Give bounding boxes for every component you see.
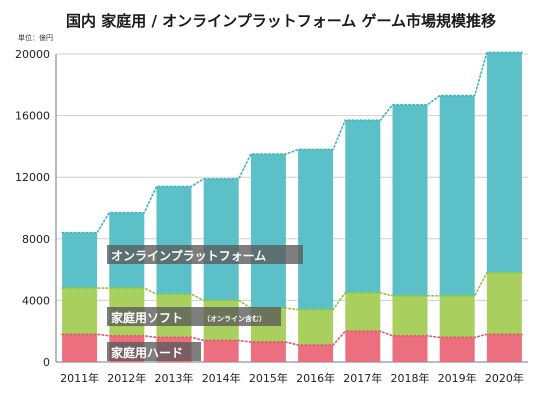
x-axis: 2011年 2012年 2013年 2014年 2015年 2016年 2017年 2018年… xyxy=(60,371,524,385)
y-tick-label: 0 xyxy=(43,356,50,369)
bar-hardware xyxy=(439,337,475,362)
label-software-bg xyxy=(107,307,201,326)
bar-online xyxy=(486,52,522,273)
label-online-bg xyxy=(107,245,303,264)
connector-online xyxy=(61,51,523,234)
bar-hardware xyxy=(486,334,522,362)
bar-software xyxy=(345,292,381,332)
chart-title: 国内 家庭用 / オンラインプラットフォーム ゲーム市場規模推移 xyxy=(66,12,497,30)
bar-online xyxy=(156,186,192,295)
x-tick-label: 2018年 xyxy=(391,371,430,385)
bar-hardware xyxy=(345,331,381,362)
label-software: 家庭用ソフト xyxy=(111,310,183,325)
x-tick-label: 2014年 xyxy=(202,371,241,385)
bar-software xyxy=(439,295,475,338)
bar-software xyxy=(486,272,522,335)
bar-online xyxy=(392,104,428,296)
x-tick-label: 2017年 xyxy=(343,371,382,385)
bar-hardware xyxy=(392,335,428,362)
y-tick-label: 4000 xyxy=(22,294,50,307)
bar-hardware xyxy=(298,345,334,362)
label-online: オンラインプラットフォーム xyxy=(111,248,266,263)
connector-software xyxy=(61,271,523,311)
x-tick-label: 2016年 xyxy=(296,371,335,385)
x-tick-label: 2013年 xyxy=(155,371,194,385)
y-tick-label: 20000 xyxy=(15,48,50,61)
x-tick-label: 2011年 xyxy=(60,371,99,385)
bar-software xyxy=(298,309,334,346)
x-tick-label: 2019年 xyxy=(438,371,477,385)
label-software-note: （オンライン含む） xyxy=(203,314,266,323)
x-tick-label: 2012年 xyxy=(107,371,146,385)
label-hardware: 家庭用ハード xyxy=(111,345,183,360)
bar-online xyxy=(439,95,475,296)
bar-online xyxy=(298,149,334,310)
unit-label: 単位：億円 xyxy=(18,34,53,42)
bar-hardware xyxy=(250,341,286,362)
bar-hardware xyxy=(203,340,239,362)
label-software-note-bg xyxy=(201,307,281,326)
y-tick-label: 8000 xyxy=(22,233,50,246)
bar-online xyxy=(250,154,286,309)
bar-software xyxy=(62,288,98,335)
x-tick-label: 2015年 xyxy=(249,371,288,385)
connector-hardware xyxy=(61,330,523,346)
bar-online xyxy=(345,120,381,293)
y-tick-label: 16000 xyxy=(15,110,50,123)
y-axis: 0 4000 8000 12000 16000 20000 xyxy=(15,48,528,369)
bar-software xyxy=(392,295,428,336)
y-tick-label: 12000 xyxy=(15,171,50,184)
bar-hardware xyxy=(62,334,98,362)
bar-online xyxy=(203,178,239,301)
x-tick-label: 2020年 xyxy=(485,371,524,385)
label-hardware-bg xyxy=(107,342,201,361)
connector-lines xyxy=(61,51,523,346)
bars xyxy=(62,52,522,362)
bar-online xyxy=(62,232,98,289)
